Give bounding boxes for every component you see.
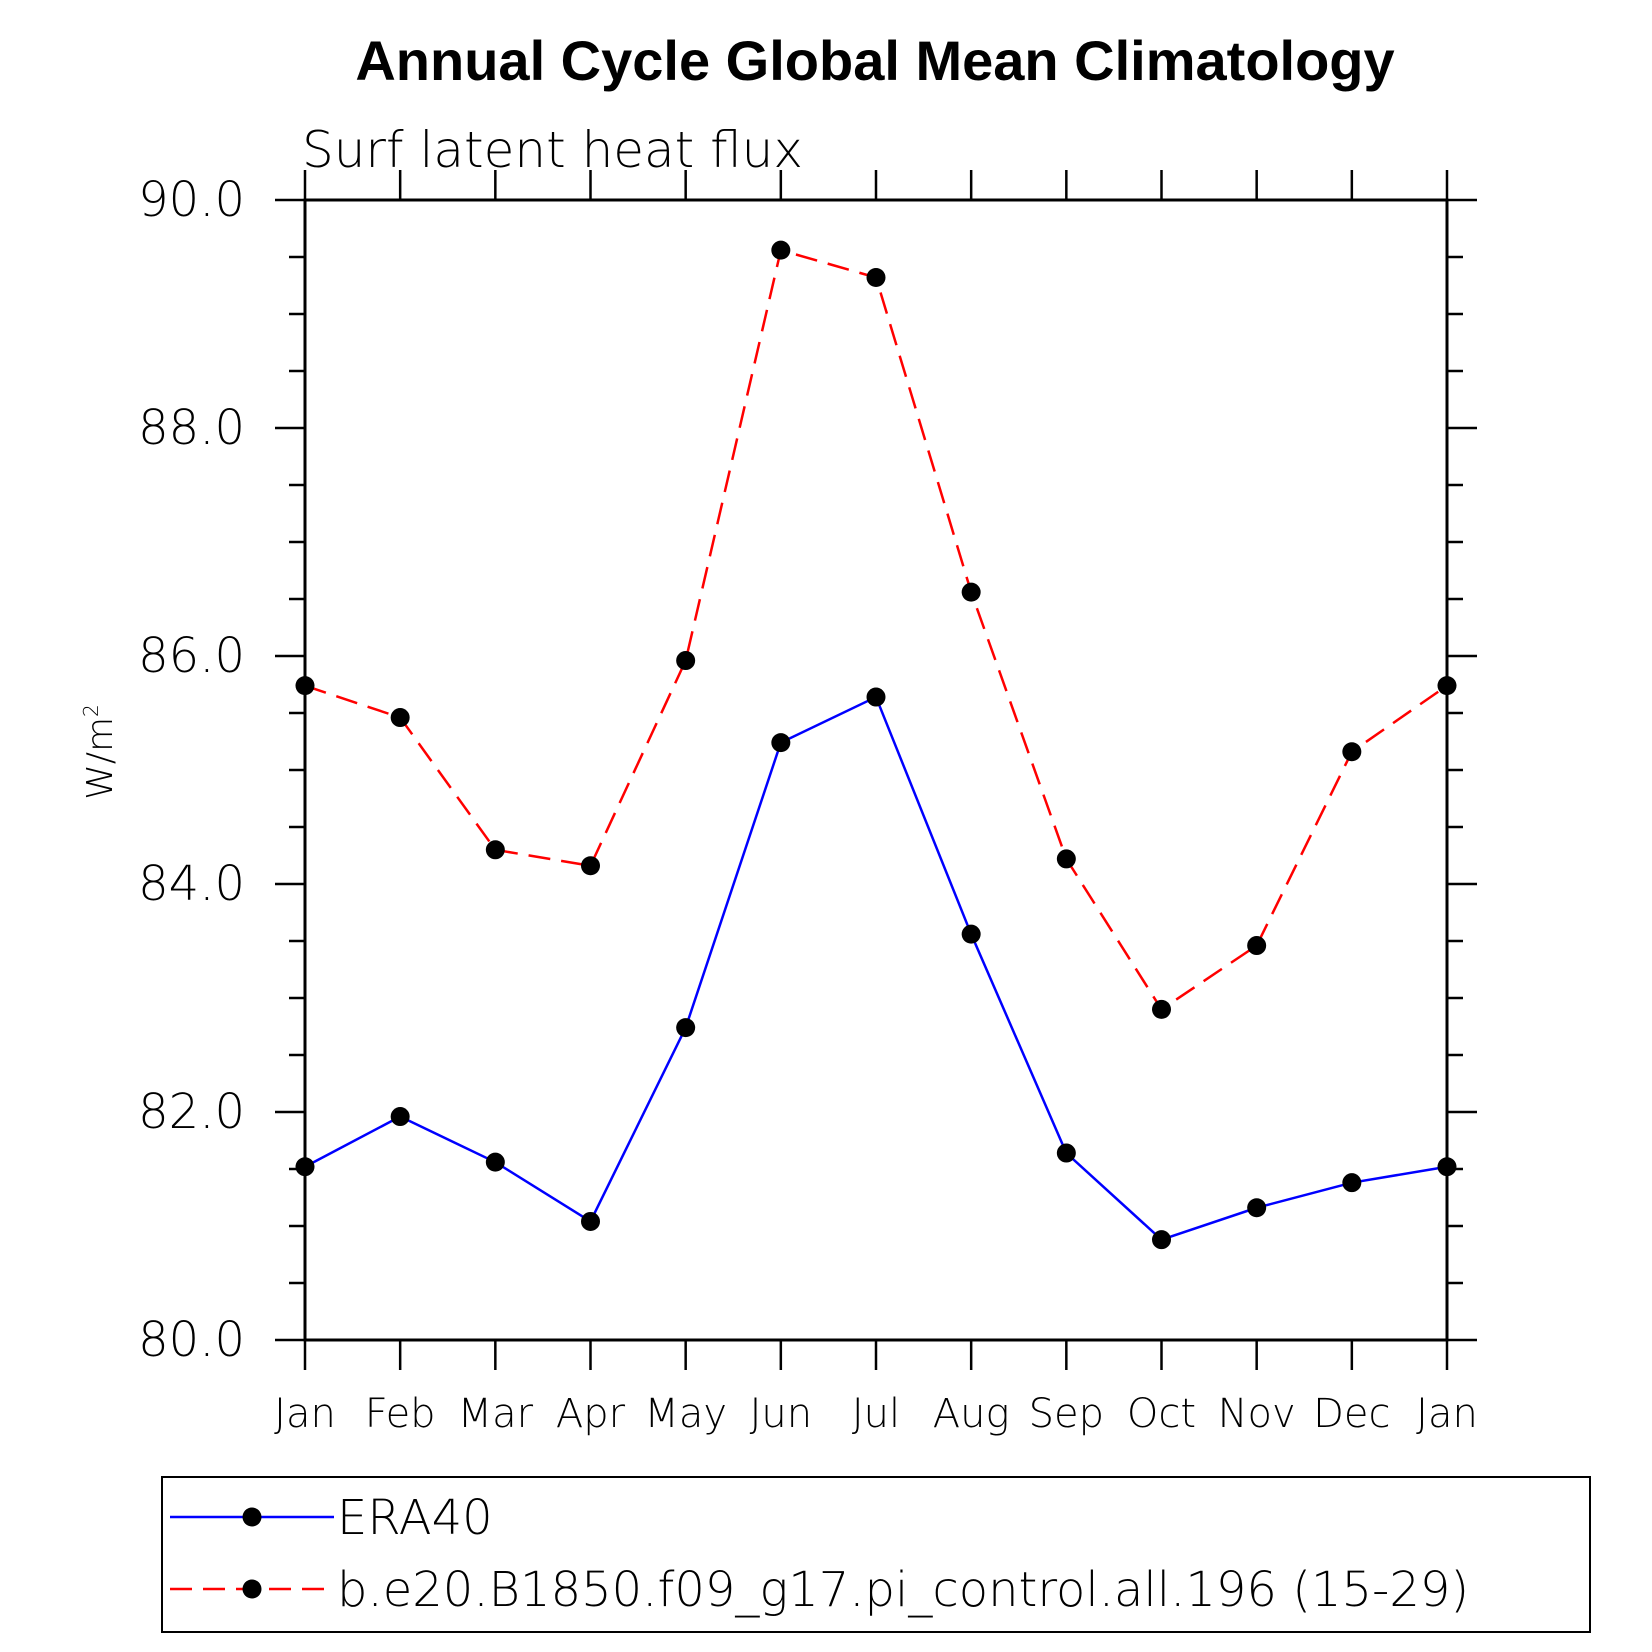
data-point <box>961 924 981 944</box>
data-point <box>581 856 600 876</box>
data-point <box>961 582 981 602</box>
legend-label-1: b.e20.B1850.f09_g17.pi_control.all.196 (… <box>337 1562 1469 1618</box>
data-point <box>1247 936 1267 956</box>
data-point <box>866 687 886 707</box>
y-tick-label: 88.0 <box>138 400 245 456</box>
data-point <box>866 268 886 288</box>
legend-box <box>161 1476 1591 1633</box>
data-point <box>295 676 315 696</box>
data-point <box>581 1211 600 1231</box>
data-point <box>771 240 791 260</box>
data-point <box>1056 1143 1076 1163</box>
legend-marker <box>242 1507 262 1527</box>
legend-marker <box>242 1579 262 1599</box>
x-tick-label: May <box>644 1391 727 1437</box>
y-tick-label: 84.0 <box>138 856 245 912</box>
data-point <box>676 651 696 671</box>
data-point <box>485 840 505 860</box>
plot-frame <box>303 198 1449 1342</box>
y-axis-label-base: W/m <box>80 717 121 800</box>
x-tick-label: Sep <box>1029 1391 1104 1437</box>
x-tick-label: Aug <box>933 1391 1010 1437</box>
x-tick-label: Jan <box>274 1391 336 1437</box>
y-axis-label-superscript: 2 <box>79 704 103 717</box>
data-point <box>1342 742 1362 762</box>
x-tick-label: Mar <box>458 1391 534 1437</box>
legend-label-0: ERA40 <box>337 1490 493 1546</box>
x-tick-label: Dec <box>1313 1391 1390 1437</box>
y-tick-label: 86.0 <box>138 628 245 684</box>
data-point <box>295 1157 315 1177</box>
y-tick-label: 90.0 <box>138 172 245 228</box>
x-tick-label: Nov <box>1218 1391 1296 1437</box>
data-point <box>390 1107 410 1127</box>
series-line-0 <box>304 695 1448 1242</box>
data-point <box>771 733 791 753</box>
data-point <box>1437 676 1457 696</box>
data-point <box>1437 1157 1457 1177</box>
data-point <box>390 708 410 728</box>
series-line-1 <box>304 248 1448 1012</box>
chart-title: Annual Cycle Global Mean Climatology <box>355 29 1394 92</box>
x-tick-label: Feb <box>365 1391 436 1437</box>
data-point <box>485 1152 505 1172</box>
chart-subtitle: Surf latent heat flux <box>302 121 803 179</box>
y-tick-label: 80.0 <box>138 1312 245 1368</box>
y-axis-label: W/m2 <box>79 704 121 800</box>
y-tick-label: 82.0 <box>138 1084 245 1140</box>
data-point <box>1342 1173 1362 1193</box>
legend: ERA40 b.e20.B1850.f09_g17.pi_control.all.… <box>161 1476 1591 1633</box>
data-point <box>1152 1230 1171 1250</box>
x-tick-label: Jan <box>1416 1391 1478 1437</box>
x-tick-label: Oct <box>1127 1391 1196 1437</box>
data-point <box>1247 1198 1267 1218</box>
x-tick-label: Jul <box>852 1391 900 1437</box>
data-point <box>1056 849 1076 869</box>
data-point <box>676 1018 696 1038</box>
data-point <box>1152 999 1171 1019</box>
x-tick-label: Apr <box>556 1391 626 1437</box>
plot-area: 80.0 82.0 84.0 86.0 88.0 90.0 Jan Feb Mar Apr May J… <box>138 170 1478 1437</box>
x-tick-label: Jun <box>750 1391 813 1437</box>
